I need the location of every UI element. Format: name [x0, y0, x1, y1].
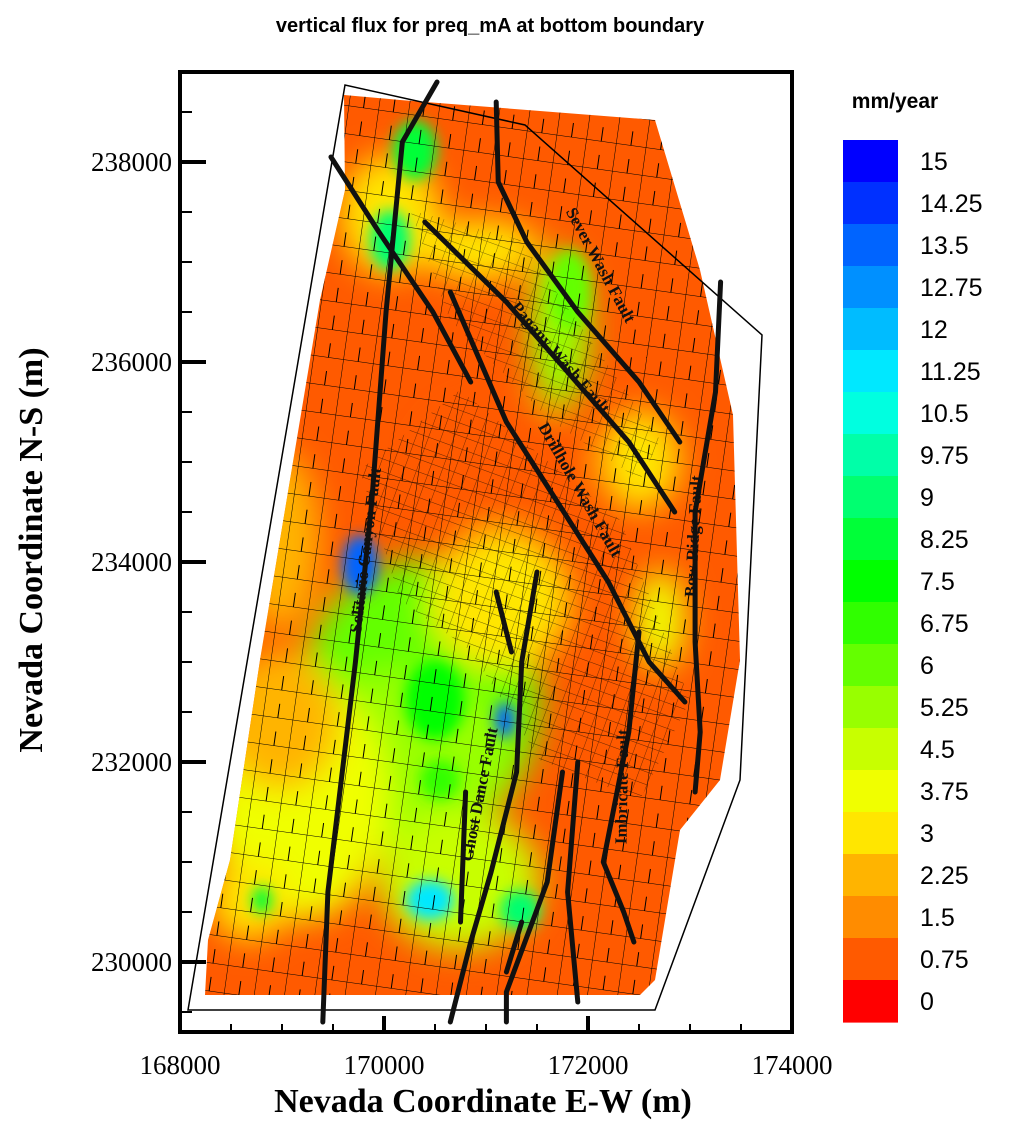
- colorbar-swatch: [843, 602, 898, 645]
- model-domain-outline: [187, 84, 763, 1011]
- colorbar-label: 12: [920, 316, 948, 344]
- fault-line: [692, 279, 724, 795]
- fault-line: [447, 569, 540, 1025]
- colorbar-swatch: [843, 770, 898, 813]
- colorbar-label: 3.75: [920, 778, 969, 806]
- x-tick-label: 168000: [140, 1050, 221, 1080]
- colorbar-label: 8.25: [920, 526, 969, 554]
- y-axis: 230000 232000 234000 236000 238000: [91, 111, 206, 1013]
- colorbar-swatch: [843, 266, 898, 309]
- colorbar-label: 15: [920, 148, 948, 176]
- fault-line: [493, 589, 514, 655]
- fault-line: [458, 789, 469, 925]
- colorbar-label: 0.75: [920, 946, 969, 974]
- fault-line: [565, 759, 581, 1005]
- colorbar: 15 14.25 13.5 12.75 12 11.25 10.5 9.75 9 8.25 7.5 6…: [843, 140, 983, 1023]
- fault-label: Imbricate Fault: [612, 729, 633, 844]
- colorbar-label: 2.25: [920, 862, 969, 890]
- colorbar-swatch: [843, 140, 898, 183]
- colorbar-swatch: [843, 728, 898, 771]
- colorbar-label: 5.25: [920, 694, 969, 722]
- colorbar-label: 9: [920, 484, 934, 512]
- x-axis-label: Nevada Coordinate E-W (m): [274, 1083, 692, 1120]
- colorbar-label: 14.25: [920, 190, 983, 218]
- colorbar-label: 0: [920, 988, 934, 1016]
- colorbar-label: 4.5: [920, 736, 955, 764]
- colorbar-swatch: [843, 434, 898, 477]
- fault-line: [447, 289, 688, 705]
- x-axis: 168000 170000 172000 174000: [140, 1016, 833, 1080]
- colorbar-swatch: [843, 896, 898, 939]
- y-tick-label: 230000: [91, 947, 172, 977]
- colorbar-swatch: [843, 686, 898, 729]
- colorbar-swatch: [843, 812, 898, 855]
- colorbar-swatch: [843, 308, 898, 351]
- colorbar-label: 3: [920, 820, 934, 848]
- colorbar-swatch: [843, 476, 898, 519]
- colorbar-swatch: [843, 392, 898, 435]
- y-axis-label: Nevada Coordinate N-S (m): [13, 347, 50, 752]
- colorbar-label: 13.5: [920, 232, 969, 260]
- colorbar-swatch: [843, 854, 898, 897]
- colorbar-swatch: [843, 518, 898, 561]
- x-tick-label: 174000: [752, 1050, 833, 1080]
- y-tick-label: 234000: [91, 547, 172, 577]
- colorbar-swatch: [843, 644, 898, 687]
- colorbar-label: 7.5: [920, 568, 955, 596]
- colorbar-swatch: [843, 560, 898, 603]
- fault-line: [320, 79, 440, 1025]
- fault-line: [600, 629, 642, 945]
- fault-line: [422, 219, 678, 515]
- colorbar-label: 1.5: [920, 904, 955, 932]
- x-tick-label: 172000: [548, 1050, 629, 1080]
- colorbar-swatch: [843, 182, 898, 225]
- colorbar-label: 9.75: [920, 442, 969, 470]
- colorbar-swatch: [843, 224, 898, 267]
- colorbar-swatch: [843, 980, 898, 1023]
- colorbar-label: 6.75: [920, 610, 969, 638]
- y-tick-label: 236000: [91, 347, 172, 377]
- colorbar-swatch: [843, 350, 898, 393]
- colorbar-label: 10.5: [920, 400, 969, 428]
- x-tick-label: 170000: [344, 1050, 425, 1080]
- chart-title: vertical flux for preq_mA at bottom boun…: [276, 15, 705, 37]
- fault-line: [503, 919, 525, 975]
- colorbar-label: 12.75: [920, 274, 983, 302]
- y-tick-label: 232000: [91, 747, 172, 777]
- colorbar-label: 11.25: [920, 358, 981, 386]
- colorbar-title: mm/year: [852, 90, 938, 113]
- fault-line: [493, 99, 683, 445]
- y-tick-label: 238000: [91, 147, 172, 177]
- fault-line: [328, 154, 474, 385]
- colorbar-swatch: [843, 938, 898, 981]
- fault-line: [503, 769, 565, 1025]
- colorbar-label: 6: [920, 652, 934, 680]
